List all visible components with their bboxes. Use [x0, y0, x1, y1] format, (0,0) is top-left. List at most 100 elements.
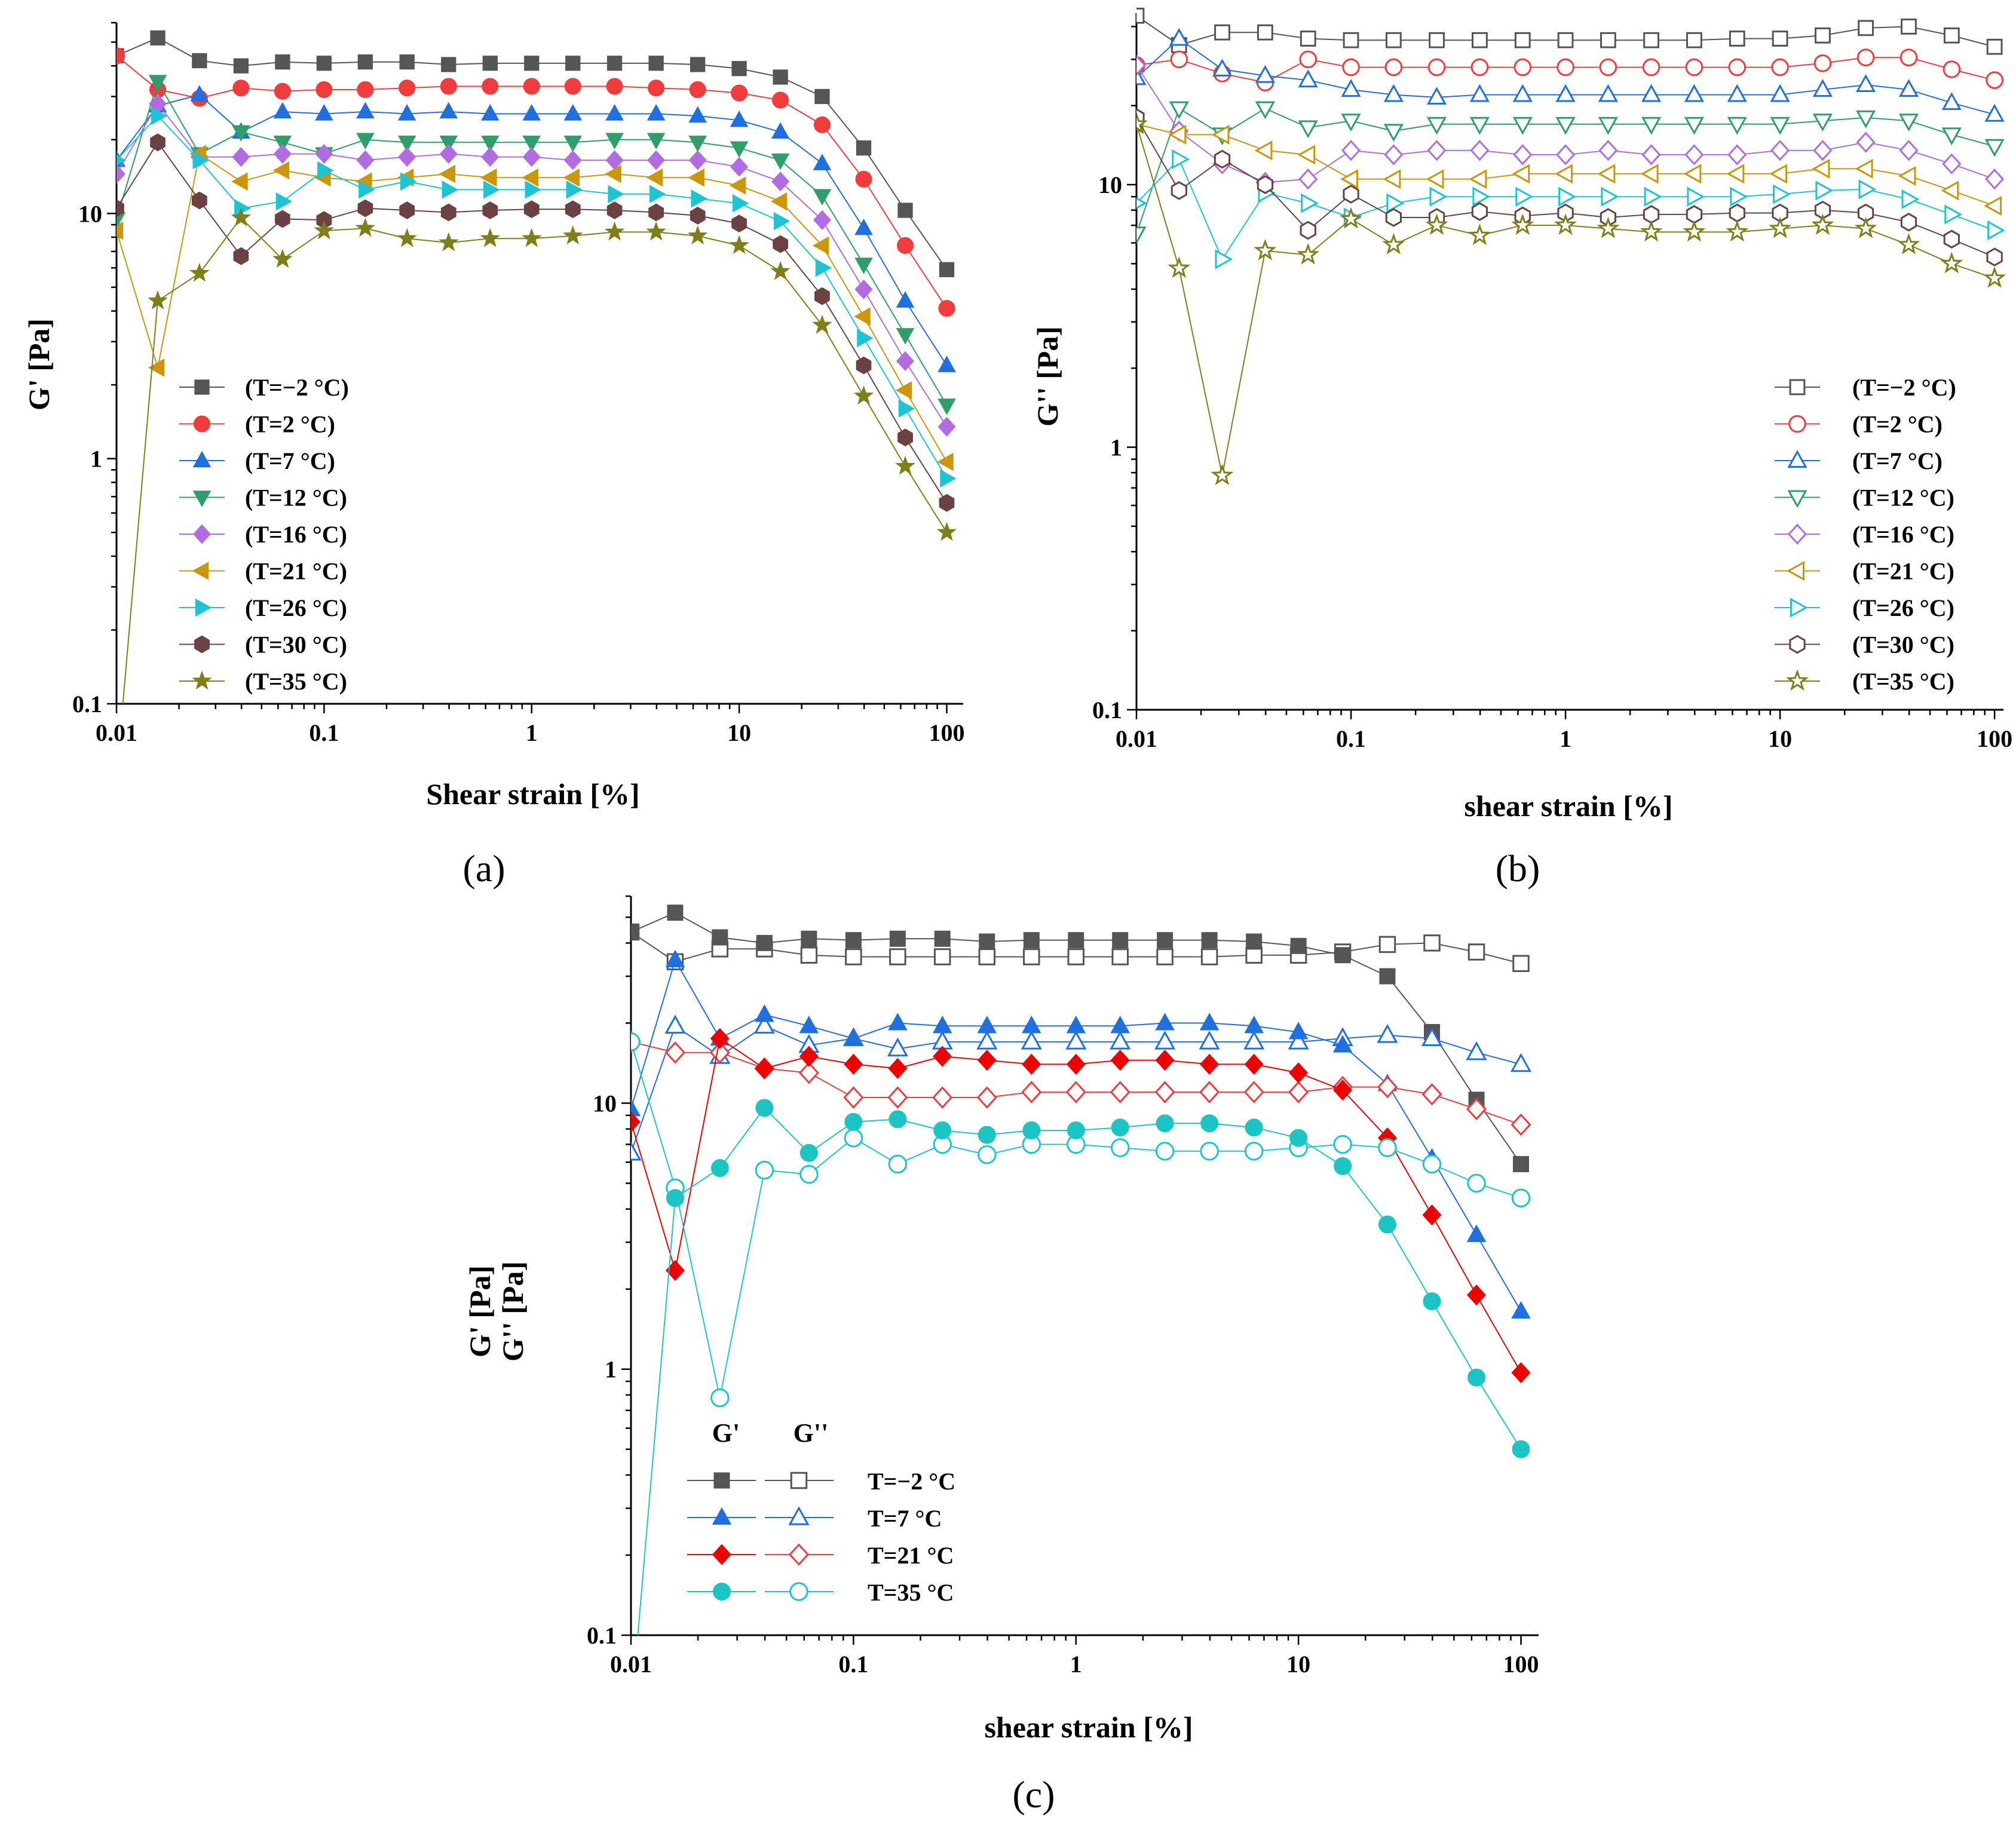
series-5-point — [563, 150, 582, 170]
legend-marker — [1789, 379, 1806, 396]
legend-marker — [1787, 450, 1807, 468]
series-1-point — [773, 69, 788, 85]
series-gp-2-point — [1244, 1016, 1264, 1034]
series-4-point — [1298, 120, 1318, 139]
series-2-point — [440, 78, 457, 95]
series-7-point — [1773, 184, 1791, 204]
legend-marker-gp — [713, 1472, 730, 1489]
series-4-point — [1469, 117, 1490, 135]
legend: (T=−2 °C) (T=2 °C) (T=7 °C) (T=12 °C) (T=16 … — [179, 374, 349, 695]
series-gpp-4-point — [1244, 1142, 1264, 1161]
series-gp-1-point — [1068, 932, 1084, 949]
series-gp-4-point — [1156, 1114, 1174, 1133]
series-5-point — [1136, 54, 1147, 76]
legend-marker — [192, 490, 212, 507]
series-5-point — [1856, 131, 1876, 153]
series-8-point — [565, 200, 581, 219]
series-gpp-3-point — [1154, 1081, 1175, 1103]
series-gp-3-point — [1110, 1049, 1130, 1071]
series-9-point — [1726, 220, 1749, 242]
series-7-point — [773, 211, 791, 231]
series-5-point — [1427, 140, 1447, 161]
series-4-point — [522, 136, 541, 152]
series-6-point — [646, 168, 663, 187]
series-gpp-4-point — [1110, 1138, 1130, 1157]
series-gp-1-point — [1112, 932, 1129, 949]
series-1-point — [1600, 32, 1616, 48]
series-gp-1-point — [667, 905, 684, 921]
series-5-point — [1298, 168, 1318, 190]
series-9-point — [1597, 216, 1620, 238]
series-8-point — [191, 191, 207, 210]
y-axis-title: G' [Pa] — [463, 1265, 497, 1357]
legend-marker — [1787, 523, 1807, 545]
series-gp-4-point — [1245, 1118, 1263, 1137]
series-7-point — [1987, 220, 2005, 241]
legend-label: T=7 °C — [868, 1505, 942, 1532]
series-gpp-2-point — [1288, 1031, 1309, 1050]
series-8-point — [1257, 175, 1273, 194]
series-gpp-3-point — [1199, 1081, 1220, 1103]
series-gp-2-point — [977, 1016, 997, 1034]
series-2-point — [274, 82, 291, 100]
series-1-point — [1385, 32, 1402, 48]
series-gp-3-point — [755, 1057, 774, 1080]
series-7-point — [442, 180, 459, 199]
series-8-point — [275, 210, 290, 228]
series-3-point — [1941, 92, 1962, 111]
series-gpp-3-point — [1288, 1081, 1309, 1103]
series-7-point — [1944, 204, 1963, 225]
series-1-point — [275, 54, 290, 70]
series-gp-1-point — [756, 934, 773, 951]
legend-label: T=−2 °C — [868, 1468, 955, 1495]
series-2-point — [564, 78, 581, 95]
series-7-point — [1386, 193, 1405, 213]
series-gp-4-point — [799, 1144, 818, 1162]
legend-label: (T=2 °C) — [245, 411, 335, 438]
series-1-point — [648, 56, 664, 71]
series-3-point — [481, 104, 500, 121]
series-gp-2-point — [799, 1016, 819, 1034]
series-5-point — [937, 416, 956, 437]
series-gp-2-point — [755, 1004, 774, 1022]
series-5-point — [688, 150, 707, 170]
series-3-point — [563, 104, 583, 121]
series-2-point — [1299, 50, 1318, 69]
series-1-point — [1472, 32, 1488, 48]
series-gpp-4-point — [1467, 1173, 1486, 1193]
series-gpp-4-point — [755, 1160, 774, 1180]
series-gpp-2-point — [1243, 1031, 1265, 1050]
series-4 — [117, 75, 956, 415]
series-5-point — [1641, 144, 1661, 165]
series-5-point — [1384, 144, 1404, 165]
legend-marker — [1790, 597, 1808, 618]
series-gpp-4-point — [888, 1154, 908, 1174]
series-gp-4-point — [666, 1189, 684, 1207]
series-6-point — [1640, 164, 1659, 184]
series-7-point — [815, 259, 832, 277]
series-gp-4-point — [1423, 1292, 1441, 1311]
series-6-point — [854, 307, 871, 326]
series-4-point — [896, 328, 915, 345]
series-4-point — [1169, 101, 1189, 119]
series-4-point — [1426, 117, 1447, 135]
series-7-point — [1730, 186, 1748, 207]
legend-label: (T=26 °C) — [245, 594, 347, 621]
series-3-point — [771, 122, 790, 139]
series-gp-2-point — [1288, 1022, 1309, 1040]
series-2-point — [1427, 58, 1446, 76]
series-gpp-1-point — [1023, 948, 1040, 965]
series-3-point — [1727, 84, 1747, 102]
series-2-point — [1856, 48, 1875, 67]
series-9-point — [1511, 213, 1534, 235]
series-7-point — [608, 185, 624, 204]
series-6-point — [1941, 180, 1959, 201]
series-9-point — [936, 522, 957, 541]
series-gp-1-point — [889, 930, 906, 947]
series-gpp-2-point — [1421, 1027, 1443, 1046]
series-2-point — [1728, 58, 1747, 76]
series-3-point — [397, 104, 416, 121]
legend-label: (T=2 °C) — [1852, 411, 1943, 438]
